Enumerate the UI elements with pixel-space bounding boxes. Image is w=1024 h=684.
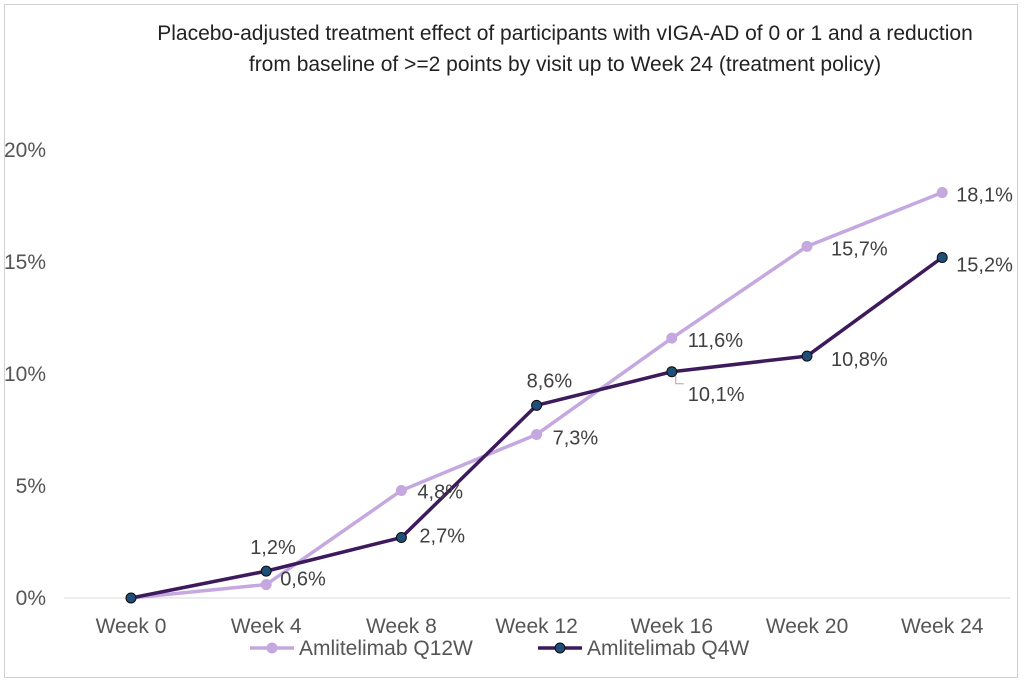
data-label: 1,2% (250, 537, 296, 559)
series-1-point (260, 579, 272, 591)
data-label: 15,2% (956, 255, 1013, 277)
x-tick-label: Week 0 (96, 615, 167, 638)
x-tick-label: Week 4 (231, 615, 302, 638)
x-tick-label: Week 12 (495, 615, 578, 638)
data-label: 10,1% (688, 384, 745, 406)
legend-swatch-marker (554, 642, 566, 654)
series-2-point (801, 350, 813, 362)
x-tick-label: Week 16 (631, 615, 714, 638)
chart-frame (4, 4, 1018, 678)
y-tick-label: 10% (4, 363, 46, 386)
label-leader-line (675, 375, 684, 385)
series-2-point (936, 252, 948, 264)
series-1-point (395, 484, 407, 496)
x-tick-label: Week 20 (766, 615, 849, 638)
series-2-point (666, 366, 678, 378)
series-1-point (801, 240, 813, 252)
legend-swatch-marker (266, 642, 278, 654)
series-2-point (395, 532, 407, 544)
axis-layer: 0% 5% 10% 15% 20% Week 0 Week 4 Week 8 Week 12 We… (4, 139, 1010, 638)
legend: Amlitelimab Q12W Amlitelimab Q4W (250, 637, 749, 660)
legend-label: Amlitelimab Q4W (587, 637, 749, 660)
data-label: 10,8% (831, 349, 888, 371)
data-label: 7,3% (553, 427, 599, 449)
y-tick-label: 0% (16, 587, 46, 610)
y-tick-label: 5% (16, 475, 46, 498)
series-1-point (666, 332, 678, 344)
data-label: 0,6% (280, 569, 326, 591)
data-label: 11,6% (688, 330, 743, 352)
series-2-point (531, 399, 543, 411)
x-tick-label: Week 8 (366, 615, 437, 638)
chart-title: Placebo-adjusted treatment effect of par… (157, 22, 973, 76)
data-label: 18,1% (956, 185, 1013, 207)
series-2-point (125, 592, 137, 604)
series-1-point (936, 187, 948, 199)
x-tick-label: Week 24 (901, 615, 984, 638)
data-label: 8,6% (527, 370, 573, 392)
legend-label: Amlitelimab Q12W (299, 637, 473, 660)
data-label: 15,7% (831, 238, 888, 260)
data-label: 2,7% (419, 526, 465, 548)
data-label: 4,8% (417, 481, 463, 503)
series-1-point (531, 428, 543, 440)
series-layer (125, 187, 948, 604)
y-tick-label: 15% (4, 251, 46, 274)
series-2-point (260, 565, 272, 577)
data-label-layer: 0,6% 4,8% 7,3% 11,6% 15,7% 18,1% 1,2% 2,7% 8,6% 1… (250, 185, 1013, 591)
y-tick-label: 20% (4, 139, 46, 162)
